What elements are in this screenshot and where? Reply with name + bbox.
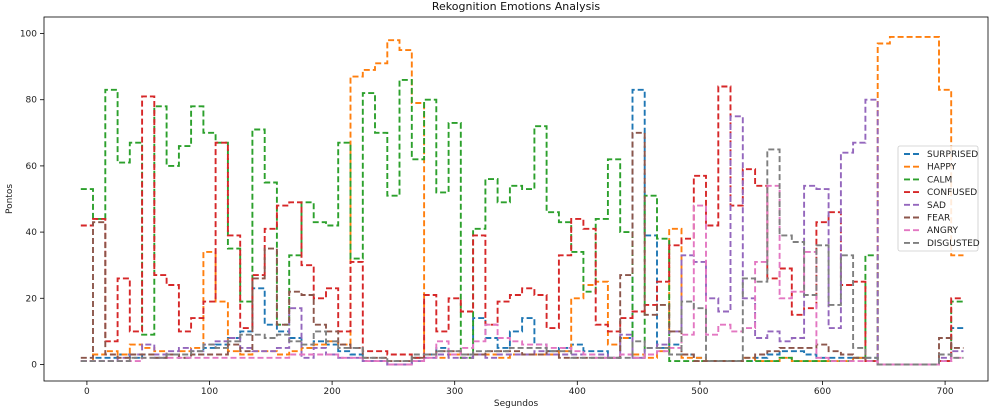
series-line-happy	[80, 35, 964, 363]
x-tick-label: 300	[446, 387, 463, 397]
legend: SURPRISED HAPPY CALM CONFUSED SAD FEAR ANGRY DI…	[897, 145, 980, 252]
legend-label-sad: SAD	[927, 201, 946, 211]
legend-label-surprised: SURPRISED	[927, 150, 978, 160]
series-lines	[80, 35, 964, 366]
series-line-angry	[80, 184, 964, 366]
y-tick-label: 100	[20, 30, 37, 40]
x-tick-label: 200	[324, 387, 341, 397]
x-tick-label: 400	[569, 387, 586, 397]
x-tick-label: 500	[691, 387, 708, 397]
y-tick-label: 0	[31, 360, 37, 370]
y-axis-label: Pontos	[5, 184, 15, 214]
x-tick-label: 700	[936, 387, 953, 397]
series-line-confused	[80, 85, 964, 366]
x-axis-label: Segundos	[494, 399, 539, 409]
legend-label-disgusted: DISGUSTED	[927, 239, 980, 249]
y-tick-label: 80	[26, 96, 38, 106]
x-tick-label: 100	[201, 387, 218, 397]
legend-box	[897, 145, 979, 252]
series-line-sad	[80, 98, 964, 366]
y-axis-ticks: 0 20 40 60 80 100	[20, 30, 44, 370]
legend-label-angry: ANGRY	[927, 226, 959, 236]
y-tick-label: 40	[26, 228, 38, 238]
series-line-calm	[80, 78, 964, 366]
y-tick-label: 60	[26, 162, 38, 172]
chart-title: Rekognition Emotions Analysis	[432, 0, 600, 13]
legend-label-happy: HAPPY	[927, 163, 957, 173]
x-tick-label: 0	[84, 387, 90, 397]
plot-area-frame	[43, 16, 989, 382]
series-line-disgusted	[80, 148, 964, 366]
x-tick-label: 600	[814, 387, 831, 397]
legend-label-calm: CALM	[927, 175, 952, 185]
series-line-surprised	[80, 88, 964, 366]
legend-label-fear: FEAR	[927, 214, 950, 224]
y-tick-label: 20	[26, 294, 38, 304]
legend-label-confused: CONFUSED	[927, 188, 977, 198]
x-axis-ticks: 0 100 200 300 400 500 600 700	[84, 381, 954, 397]
